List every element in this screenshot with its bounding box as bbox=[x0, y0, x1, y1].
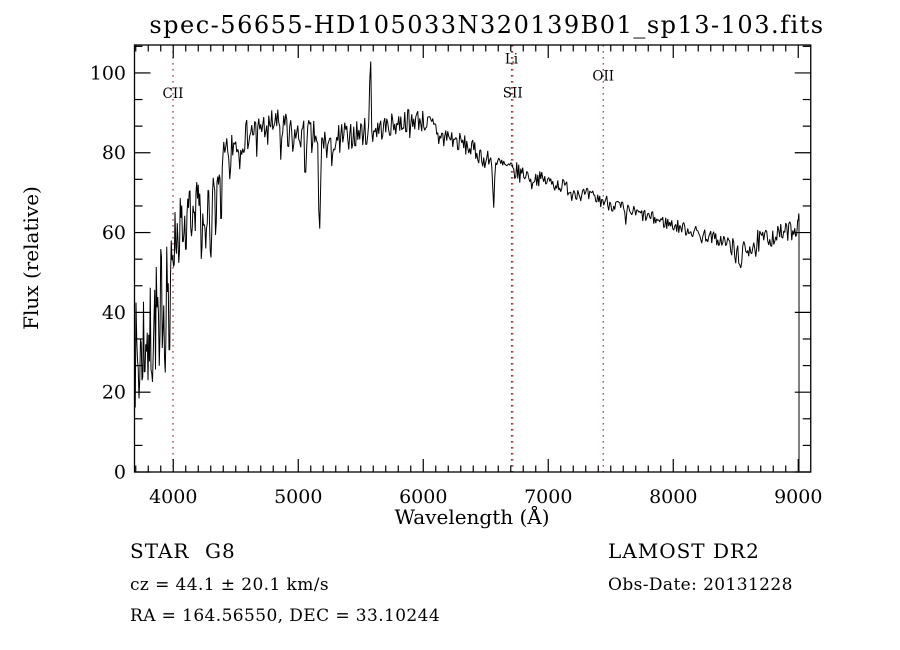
y-tick-label: 60 bbox=[102, 222, 126, 244]
y-tick-label: 20 bbox=[102, 382, 126, 404]
x-tick-label: 5000 bbox=[274, 486, 322, 508]
marker-label-cii: CII bbox=[163, 86, 184, 102]
y-tick-label: 80 bbox=[102, 142, 126, 164]
spectrum-path bbox=[134, 61, 800, 472]
x-tick-label: 9000 bbox=[774, 486, 822, 508]
y-tick-label: 100 bbox=[90, 62, 126, 84]
y-tick-label: 40 bbox=[102, 302, 126, 324]
marker-label-li: Li bbox=[505, 51, 519, 67]
x-tick-label: 4000 bbox=[149, 486, 197, 508]
marker-label-oii: OII bbox=[592, 69, 614, 85]
x-tick-label: 6000 bbox=[399, 486, 447, 508]
x-axis-label: Wavelength (Å) bbox=[394, 504, 549, 529]
y-axis-label: Flux (relative) bbox=[19, 186, 43, 330]
marker-label-sii: SII bbox=[503, 85, 523, 101]
spectral-marker-lines: CII Li SII OII bbox=[163, 45, 614, 472]
x-tick-label: 8000 bbox=[649, 486, 697, 508]
obs-date-label: Obs-Date: 20131228 bbox=[608, 575, 793, 595]
object-class-label: STAR bbox=[130, 539, 189, 563]
plot-title: spec-56655-HD105033N320139B01_sp13-103.f… bbox=[149, 11, 824, 39]
x-tick-label: 7000 bbox=[524, 486, 572, 508]
plot-frame bbox=[133, 44, 812, 473]
cz-velocity-label: cz = 44.1 ± 20.1 km/s bbox=[130, 575, 329, 595]
y-tick-label: 0 bbox=[114, 462, 126, 484]
spectrum-trace bbox=[134, 61, 800, 472]
object-subclass-label: G8 bbox=[205, 539, 236, 563]
axes-and-ticks: 4000 5000 6000 7000 8000 9000 0 20 40 60 80 100 bbox=[90, 44, 822, 508]
ra-dec-label: RA = 164.56550, DEC = 33.10244 bbox=[130, 606, 440, 626]
survey-release-label: LAMOST DR2 bbox=[608, 539, 760, 563]
